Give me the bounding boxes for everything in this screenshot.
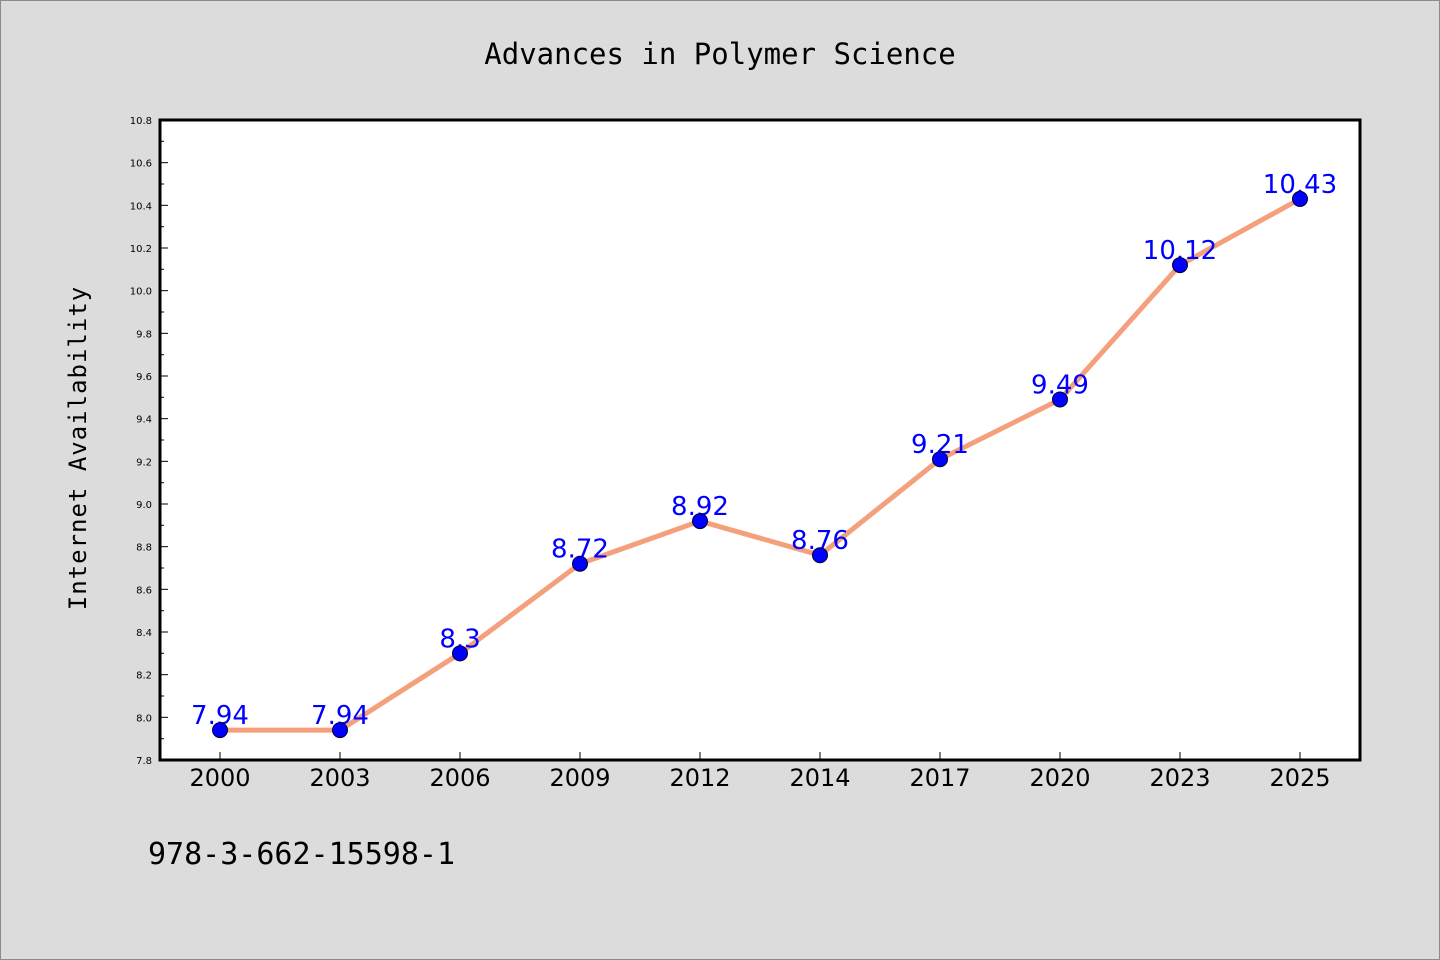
data-point xyxy=(812,547,828,564)
x-tick-label: 2000 xyxy=(189,764,250,792)
x-tick-label: 2023 xyxy=(1149,764,1210,792)
y-tick-label: 10.0 xyxy=(130,287,152,298)
data-point xyxy=(332,722,348,739)
y-axis-label: Internet Availability xyxy=(64,286,92,610)
y-tick-label: 8.6 xyxy=(136,585,152,596)
y-tick-label: 9.0 xyxy=(136,500,152,511)
y-tick-label: 9.4 xyxy=(136,415,152,426)
y-tick-label: 10.4 xyxy=(130,201,152,212)
x-tick-label: 2025 xyxy=(1269,764,1330,792)
data-labels: 7.94 7.948.38.728.928.769.219.4910.1210.4… xyxy=(191,170,1337,739)
x-tick-label: 2020 xyxy=(1029,764,1090,792)
x-tick-label: 2017 xyxy=(909,764,970,792)
data-point xyxy=(692,513,708,530)
y-tick-label: 10.6 xyxy=(130,159,152,170)
data-point xyxy=(452,645,468,662)
plot-border xyxy=(158,118,1362,762)
y-tick-label: 9.6 xyxy=(136,372,152,383)
y-tick-label: 9.2 xyxy=(136,457,152,468)
x-tick-label: 2003 xyxy=(309,764,370,792)
series-1 xyxy=(217,196,1303,733)
data-point xyxy=(1172,257,1188,274)
data-point xyxy=(212,722,228,739)
x-tick-label: 2006 xyxy=(429,764,490,792)
data-point xyxy=(572,555,588,572)
y-axis: 7.8 8.0 8.2 8.4 8.6 8.8 9.0 9.2 9.4 9.6 9.8 10.0 10.… xyxy=(130,116,168,767)
data-point xyxy=(1052,391,1068,408)
x-tick-label: 2014 xyxy=(789,764,850,792)
data-point xyxy=(1292,190,1308,207)
footer-isbn: 978-3-662-15598-1 xyxy=(148,837,455,872)
data-point xyxy=(932,451,948,468)
y-tick-label: 8.4 xyxy=(136,628,152,639)
y-tick-label: 7.8 xyxy=(136,756,152,767)
x-axis: 2000 2003 2006 2009 2012 2014 2017 2020 2023 2025 xyxy=(189,752,1331,792)
x-tick-label: 2012 xyxy=(669,764,730,792)
y-tick-label: 9.8 xyxy=(136,329,152,340)
plot-area xyxy=(160,120,1360,760)
y-tick-label: 8.8 xyxy=(136,543,152,554)
x-tick-label: 2009 xyxy=(549,764,610,792)
y-tick-label: 8.0 xyxy=(136,713,152,724)
chart-title: Advances in Polymer Science xyxy=(484,37,955,71)
y-tick-label: 10.2 xyxy=(130,244,152,255)
series-line xyxy=(217,196,1303,733)
y-tick-label: 10.8 xyxy=(130,116,152,127)
y-tick-label: 8.2 xyxy=(136,671,152,682)
